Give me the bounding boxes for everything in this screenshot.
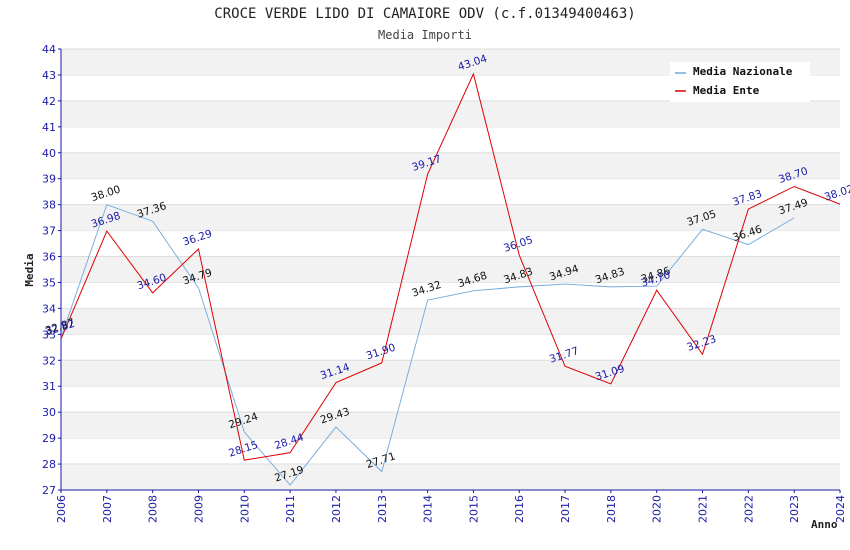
y-tick-label: 35 [42,276,56,289]
y-tick-label: 37 [42,225,56,238]
y-tick-label: 42 [42,95,56,108]
x-tick-label: 2010 [238,495,251,523]
legend-label-nazionale: Media Nazionale [693,65,793,78]
y-tick-label: 38 [42,199,56,212]
x-tick-label: 2013 [376,495,389,523]
x-tick-label: 2024 [834,495,847,523]
x-tick-label: 2023 [788,495,801,523]
x-tick-label: 2014 [422,495,435,523]
grid-band [61,256,840,283]
y-tick-label: 28 [42,458,56,471]
grid-band [61,360,840,387]
y-tick-label: 41 [42,121,56,134]
y-tick-label: 36 [42,251,56,264]
data-label: 31.90 [365,342,397,363]
y-tick-label: 43 [42,69,56,82]
series-line-media-ente [60,72,841,461]
legend-label-ente: Media Ente [693,84,760,97]
data-label: 38.02 [823,183,850,204]
y-tick-label: 44 [42,43,56,56]
x-tick-label: 2021 [697,495,710,523]
grid-band [61,204,840,231]
chart-subtitle: Media Importi [378,28,472,42]
y-tick-label: 32 [42,354,56,367]
series-lines [60,72,841,486]
y-tick-label: 33 [42,328,56,341]
y-tick-labels: 27 28 29 30 31 32 33 34 35 36 37 38 39 40 41 42 43 44 [42,43,56,497]
x-tick-label: 2007 [101,495,114,523]
y-tick-label: 30 [42,406,56,419]
data-label: 38.00 [90,183,122,204]
x-tick-label: 2020 [651,495,664,523]
y-tick-label: 40 [42,147,56,160]
grid-band [61,464,840,490]
y-tick-label: 34 [42,302,56,315]
x-tick-label: 2006 [55,495,68,523]
grid-bands [61,48,840,490]
y-tick-label: 27 [42,484,56,497]
series-line-media-nazionale [60,204,795,486]
x-tick-label: 2016 [513,495,526,523]
x-tick-label: 2009 [192,495,205,523]
y-tick-label: 31 [42,380,56,393]
data-label: 32.23 [685,333,717,354]
y-tick-label: 29 [42,432,56,445]
x-tick-label: 2008 [147,495,160,523]
x-tick-label: 2012 [330,495,343,523]
y-tick-label: 39 [42,173,56,186]
x-tick-label: 2018 [605,495,618,523]
grid-band [61,152,840,179]
y-axis-label: Media [23,253,36,286]
chart-title: CROCE VERDE LIDO DI CAMAIORE ODV (c.f.01… [214,6,635,22]
x-tick-label: 2011 [284,495,297,523]
grid-band [61,412,840,439]
x-tick-label: 2017 [559,495,572,523]
x-tick-label: 2015 [467,495,480,523]
legend: Media Nazionale Media Ente [670,62,810,102]
axes [58,48,841,493]
grid-band [61,308,840,335]
grid-band [61,100,840,127]
x-tick-labels: 2006 2007 2008 2009 2010 2011 2012 2013 2014 2015… [55,495,847,523]
x-axis-label: Anno [811,518,838,531]
x-tick-label: 2022 [742,495,755,523]
data-label: 32.82 [44,318,76,339]
legend-box [670,62,810,102]
